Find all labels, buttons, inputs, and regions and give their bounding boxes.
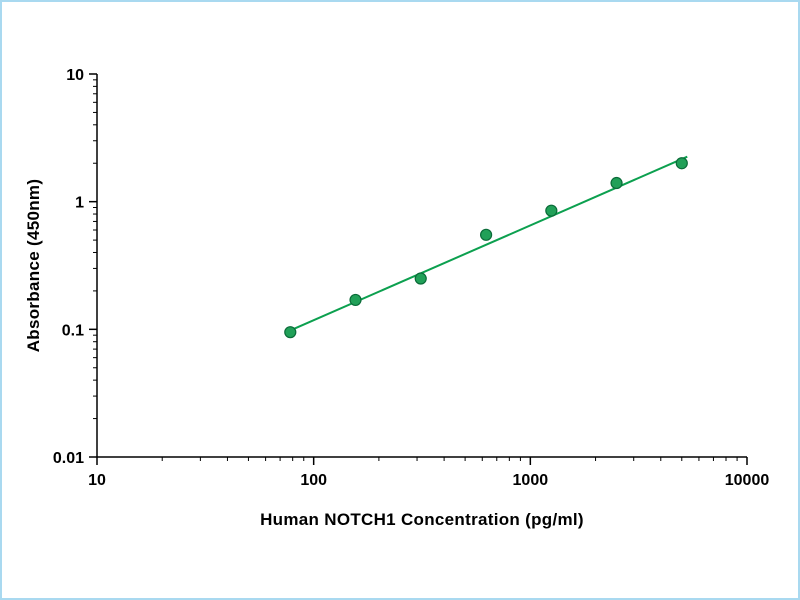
data-point (545, 204, 558, 217)
x-axis-label: Human NOTCH1 Concentration (pg/ml) (260, 510, 584, 529)
y-axis-label: Absorbance (450nm) (24, 178, 43, 353)
data-point (414, 272, 427, 285)
y-tick-label: 0.1 (62, 322, 84, 339)
x-tick-label: 1000 (513, 472, 549, 489)
y-tick-label: 0.01 (53, 450, 84, 467)
data-point (610, 176, 623, 190)
x-tick-label: 10000 (725, 472, 770, 489)
data-point (284, 326, 297, 339)
data-point (349, 293, 362, 307)
data-point (480, 228, 493, 241)
y-tick-label: 1 (75, 195, 84, 212)
trend-line (289, 155, 688, 332)
x-tick-label: 100 (300, 472, 327, 489)
y-tick-label: 10 (66, 67, 84, 84)
x-tick-label: 10 (88, 472, 106, 489)
data-point (675, 157, 688, 170)
